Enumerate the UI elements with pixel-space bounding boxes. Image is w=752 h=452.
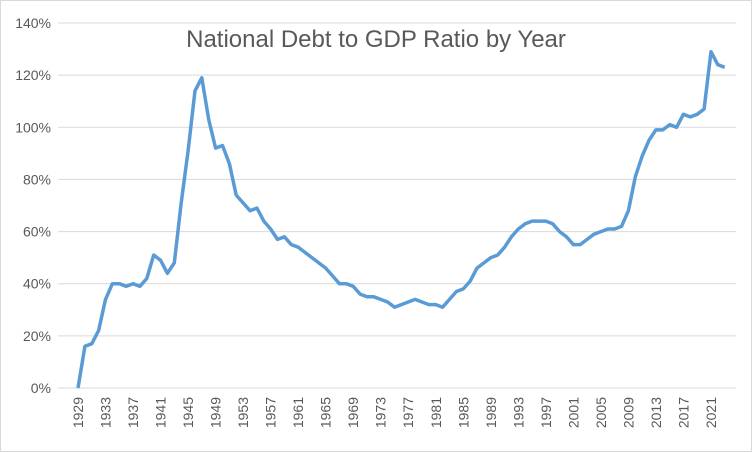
x-tick-label: 1969 xyxy=(345,397,361,428)
x-tick-label: 1953 xyxy=(235,397,251,428)
x-tick-label: 1989 xyxy=(483,397,499,428)
x-tick-label: 1965 xyxy=(318,397,334,428)
x-tick-label: 2009 xyxy=(620,397,636,428)
x-tick-label: 2005 xyxy=(593,397,609,428)
y-tick-label: 120% xyxy=(15,67,51,83)
chart-title: National Debt to GDP Ratio by Year xyxy=(186,26,566,53)
x-axis-ticks: 1929 1933 1937 1941 1945 1949 1953 1957 1961 1965… xyxy=(70,397,719,428)
x-tick-label: 1985 xyxy=(455,397,471,428)
x-tick-label: 1973 xyxy=(373,397,389,428)
series-line xyxy=(76,49,726,389)
x-tick-label: 1945 xyxy=(180,397,196,428)
y-tick-label: 100% xyxy=(15,119,51,135)
x-tick-label: 1977 xyxy=(400,397,416,428)
x-tick-label: 1997 xyxy=(538,397,554,428)
x-tick-label: 2017 xyxy=(675,397,691,428)
y-tick-label: 0% xyxy=(31,380,51,396)
x-tick-label: 1941 xyxy=(153,397,169,428)
x-tick-label: 1961 xyxy=(290,397,306,428)
x-tick-label: 1957 xyxy=(263,397,279,428)
x-tick-label: 2021 xyxy=(703,397,719,428)
y-tick-label: 40% xyxy=(23,276,51,292)
x-tick-label: 1929 xyxy=(70,397,86,428)
gridlines xyxy=(58,22,736,389)
x-tick-label: 1981 xyxy=(428,397,444,428)
x-tick-label: 1933 xyxy=(98,397,114,428)
x-tick-label: 2013 xyxy=(648,397,664,428)
x-tick-label: 1937 xyxy=(125,397,141,428)
y-tick-label: 20% xyxy=(23,328,51,344)
y-tick-label: 60% xyxy=(23,224,51,240)
y-axis-ticks: 0% 20% 40% 60% 80% 100% 120% 140% xyxy=(15,15,51,396)
x-tick-label: 1949 xyxy=(208,397,224,428)
x-tick-label: 2001 xyxy=(565,397,581,428)
y-tick-label: 80% xyxy=(23,171,51,187)
y-tick-label: 140% xyxy=(15,15,51,31)
x-tick-label: 1993 xyxy=(510,397,526,428)
